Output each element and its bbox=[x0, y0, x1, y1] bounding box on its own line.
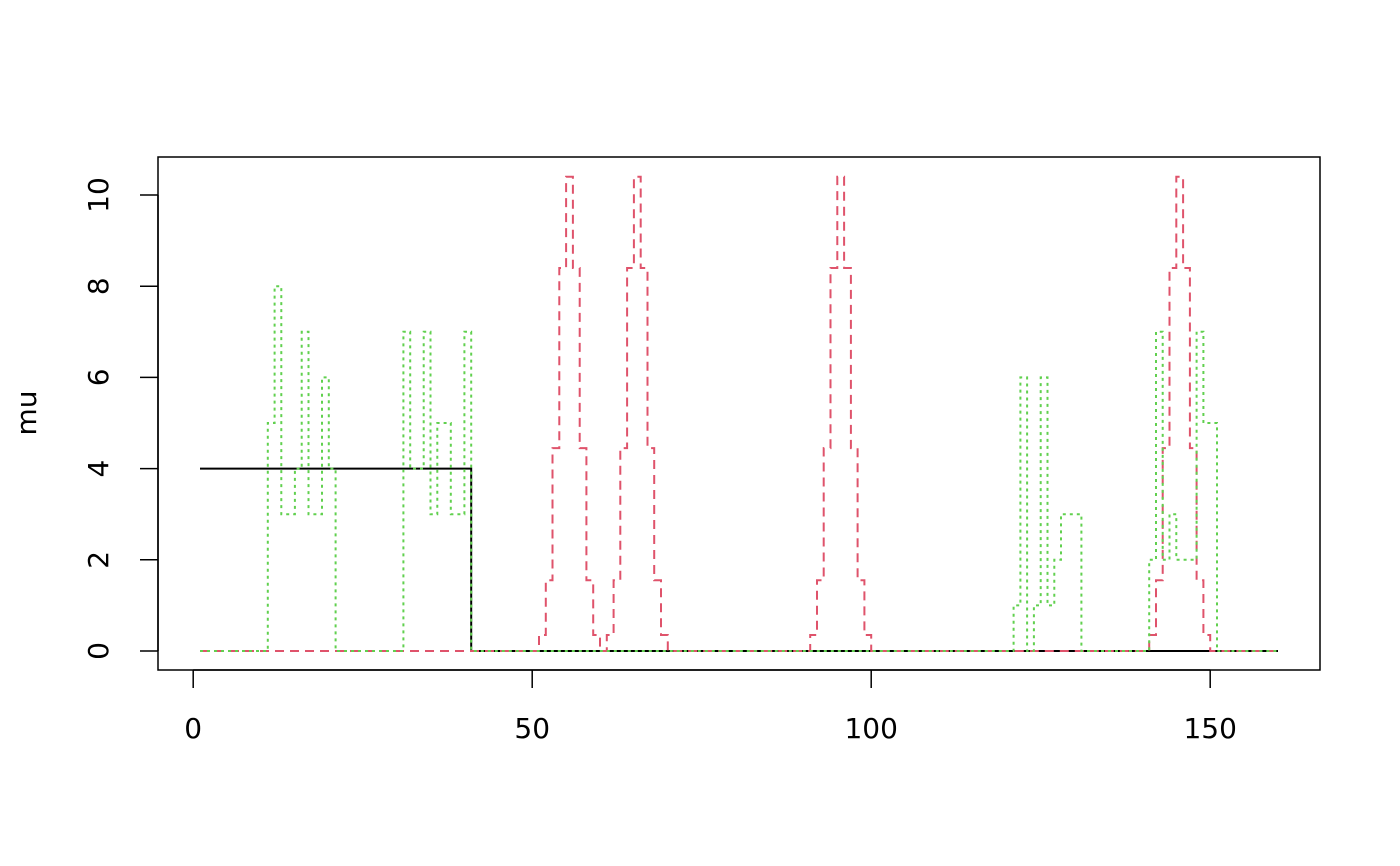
y-tick-label: 4 bbox=[82, 460, 115, 478]
x-tick-label: 150 bbox=[1183, 712, 1236, 745]
plot-frame bbox=[157, 156, 1321, 671]
x-tick-label: 100 bbox=[844, 712, 897, 745]
series-line-3-dotted bbox=[200, 285, 1278, 652]
y-axis: 0 2 4 6 8 10 bbox=[82, 177, 159, 660]
y-tick-label: 8 bbox=[82, 277, 115, 295]
y-axis-label: mu bbox=[10, 390, 43, 435]
x-tick-label: 0 bbox=[184, 712, 202, 745]
y-tick-label: 2 bbox=[82, 551, 115, 569]
y-tick-label: 10 bbox=[82, 177, 115, 213]
y-tick-label: 0 bbox=[82, 642, 115, 660]
y-tick-label: 6 bbox=[82, 368, 115, 386]
series-line-1-solid bbox=[200, 467, 1278, 652]
x-axis: 0 50 100 150 bbox=[184, 669, 1237, 745]
x-tick-label: 50 bbox=[514, 712, 550, 745]
series-layer bbox=[200, 175, 1278, 652]
series-line-2-dashed bbox=[200, 175, 1278, 652]
